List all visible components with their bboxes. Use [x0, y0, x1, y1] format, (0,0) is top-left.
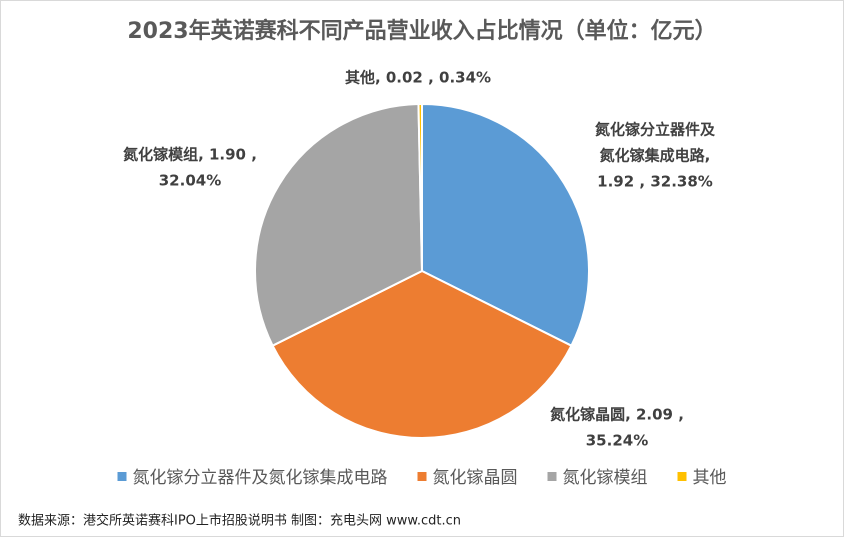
data-label: 氮化镓分立器件及	[595, 121, 716, 139]
pie-slice	[254, 103, 424, 348]
data-label: 35.24%	[586, 432, 648, 450]
data-label: 氮化镓模组, 1.90 ,	[123, 146, 257, 164]
legend-label: 其他	[693, 468, 727, 488]
legend-label: 氮化镓晶圆	[433, 468, 518, 488]
legend-swatch	[547, 472, 557, 481]
legend-swatch	[417, 472, 427, 481]
legend-label: 氮化镓模组	[563, 468, 648, 488]
legend-label: 氮化镓分立器件及氮化镓集成电路	[133, 468, 388, 488]
data-label: 其他, 0.02 , 0.34%	[345, 69, 491, 87]
data-label: 32.04%	[159, 172, 221, 190]
pie-slice	[421, 102, 590, 348]
source-note: 数据来源：港交所英诺赛科IPO上市招股说明书 制图：充电头网 www.cdt.c…	[18, 513, 461, 529]
data-label: 氮化镓集成电路,	[600, 147, 711, 165]
data-label: 1.92 , 32.38%	[597, 173, 713, 191]
data-label: 氮化镓晶圆, 2.09 ,	[550, 406, 684, 424]
legend-swatch	[677, 472, 687, 481]
legend-swatch	[117, 472, 127, 481]
chart-title: 2023年英诺赛科不同产品营业收入占比情况（单位：亿元）	[127, 18, 716, 44]
pie-slice	[271, 269, 573, 439]
pie-slice	[417, 102, 423, 272]
